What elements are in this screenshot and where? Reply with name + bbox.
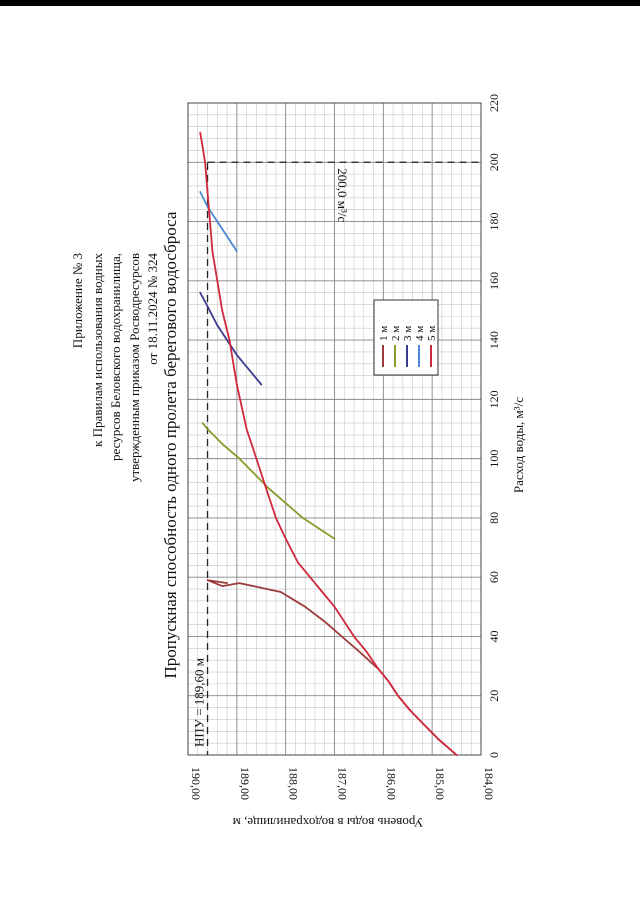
chart-title: Пропускная способность одного пролета бе…: [161, 211, 180, 678]
x-tick-label: 100: [487, 450, 501, 468]
legend-label-3: 3 м: [402, 326, 414, 341]
x-tick-label: 40: [487, 630, 501, 642]
header-line-5: от 18.11.2024 № 324: [145, 253, 160, 365]
x-tick-label: 120: [487, 390, 501, 408]
y-tick-label: 186,00: [384, 767, 398, 800]
legend-label-1: 1 м: [378, 326, 390, 341]
series-group: [199, 131, 458, 756]
x-tick-label: 0: [487, 752, 501, 758]
series-line-5: [199, 131, 458, 756]
y-tick-label: 190,00: [189, 767, 203, 800]
x-tick-label: 160: [487, 272, 501, 290]
y-tick-label: 185,00: [433, 767, 447, 800]
series-line-4: [199, 191, 238, 253]
header-line-3: ресурсов Беловского водохранилища,: [108, 253, 123, 461]
legend-label-5: 5 м: [426, 326, 438, 341]
legend-label-2: 2 м: [390, 326, 402, 341]
series-line-3: [199, 291, 263, 386]
x-tick-label: 200: [487, 153, 501, 171]
discharge-200-label: 200,0 м³/с: [335, 168, 350, 222]
axis-tick-labels: 0 20 40 60 80 100 120 140 160 180 200 220 184,00 185,…: [189, 94, 501, 800]
header-line-2: к Правилам использования водных: [90, 253, 105, 447]
y-tick-label: 189,00: [238, 767, 252, 800]
scan-edge: [0, 0, 640, 6]
x-tick-label: 220: [487, 94, 501, 112]
x-tick-label: 20: [487, 690, 501, 702]
header-block: Приложение № 3 к Правилам использования в…: [70, 253, 160, 482]
legend-label-4: 4 м: [414, 326, 426, 341]
header-line-4: утвержденным приказом Росводресурсов: [127, 253, 142, 482]
plot-frame: [187, 102, 482, 756]
x-tick-label: 180: [487, 213, 501, 231]
x-tick-label: 140: [487, 331, 501, 349]
y-tick-label: 184,00: [482, 767, 496, 800]
reference-lines: НПУ = 189,60 м 200,0 м³/с: [192, 161, 481, 755]
y-tick-label: 188,00: [287, 767, 301, 800]
series-line-2: [201, 422, 336, 540]
x-axis-label: Расход воды, м³/с: [511, 397, 526, 493]
y-axis-label: Уровень воды в водохранилище, м: [233, 815, 424, 830]
x-tick-label: 80: [487, 512, 501, 524]
npu-label: НПУ = 189,60 м: [192, 658, 207, 747]
grid-major: [187, 102, 482, 756]
header-line-1: Приложение № 3: [70, 253, 85, 348]
x-tick-label: 60: [487, 571, 501, 583]
y-tick-label: 187,00: [336, 767, 350, 800]
series-line-1: [206, 579, 458, 756]
